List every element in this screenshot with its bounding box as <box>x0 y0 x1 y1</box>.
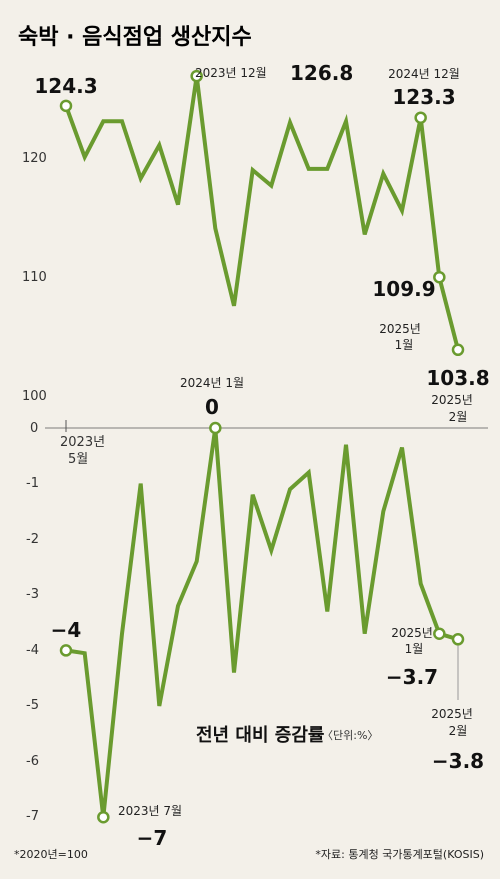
growth-annotation-date-20-line0: 2025년 <box>391 626 433 640</box>
index-annotation-date-20-line0: 2025년 <box>379 322 421 336</box>
growth-series-line <box>65 427 459 818</box>
growth-point-marker-21 <box>451 633 465 646</box>
growth-annotation-value-0: −4 <box>51 618 82 642</box>
index-annotation-value-7: 126.8 <box>290 61 353 85</box>
top-y-tick-120: 120 <box>22 151 47 166</box>
x-start-label-month: 5월 <box>68 452 88 467</box>
index-annotation-value-0: 124.3 <box>34 74 97 98</box>
base-year-note: *2020년=100 <box>14 848 88 861</box>
growth-annotation-value-20: −3.7 <box>386 665 438 689</box>
growth-point-marker-0 <box>59 644 73 657</box>
index-series-line <box>64 75 460 351</box>
growth-annotation-date-21-line1: 2월 <box>449 724 468 738</box>
growth-annotation-value-2: −7 <box>137 826 168 850</box>
chart-marks: 124.3 2023년 12월 126.8 2024년 12월 123.3 2025년 1월… <box>34 61 489 850</box>
index-annotation-value-19: 123.3 <box>392 85 455 109</box>
growth-annotation-date-2: 2023년 7월 <box>118 804 182 818</box>
bottom-y-tick-minus2: -2 <box>26 532 39 547</box>
bottom-y-tick-minus3: -3 <box>26 587 39 602</box>
growth-chart-title: 전년 대비 증감률 <box>196 725 324 746</box>
growth-chart-unit: 〈단위:%〉 <box>322 729 378 742</box>
index-annotation-date-21-line1: 2월 <box>449 410 468 424</box>
index-annotation-value-21: 103.8 <box>426 366 489 390</box>
index-point-marker-0 <box>59 99 73 113</box>
growth-point-marker-8 <box>209 421 222 435</box>
index-point-marker-7 <box>190 69 203 83</box>
growth-annotation-date-21-line0: 2025년 <box>431 707 473 721</box>
index-point-marker-21 <box>451 343 465 357</box>
growth-point-marker-2 <box>97 810 110 824</box>
source-note: *자료: 통계청 국가통계포털(KOSIS) <box>315 848 484 861</box>
index-annotation-date-20-line1: 1월 <box>395 338 414 352</box>
bottom-y-tick-minus1: -1 <box>26 476 39 491</box>
top-y-tick-100: 100 <box>22 389 47 404</box>
growth-annotation-date-8: 2024년 1월 <box>180 376 244 390</box>
index-annotation-date-7: 2023년 12월 <box>195 66 267 80</box>
index-annotation-date-21-line0: 2025년 <box>431 393 473 407</box>
top-y-tick-110: 110 <box>22 270 47 285</box>
bottom-y-tick-minus5: -5 <box>26 698 39 713</box>
index-point-marker-20 <box>433 270 446 284</box>
index-annotation-value-20: 109.9 <box>372 277 435 301</box>
growth-annotation-date-20-line1: 1월 <box>405 642 424 656</box>
growth-annotation-value-8: 0 <box>205 395 219 419</box>
growth-annotation-value-21: −3.8 <box>432 749 484 773</box>
index-annotation-date-19: 2024년 12월 <box>388 67 460 81</box>
bottom-y-tick-minus7: -7 <box>26 809 39 824</box>
bottom-y-tick-0: 0 <box>30 421 38 436</box>
growth-point-marker-20 <box>433 627 446 640</box>
bottom-y-tick-minus6: -6 <box>26 754 39 769</box>
bottom-y-tick-minus4: -4 <box>26 643 39 658</box>
chart-title: 숙박 · 음식점업 생산지수 <box>18 25 252 50</box>
index-point-marker-19 <box>414 111 427 124</box>
x-start-label-year: 2023년 <box>60 435 105 450</box>
